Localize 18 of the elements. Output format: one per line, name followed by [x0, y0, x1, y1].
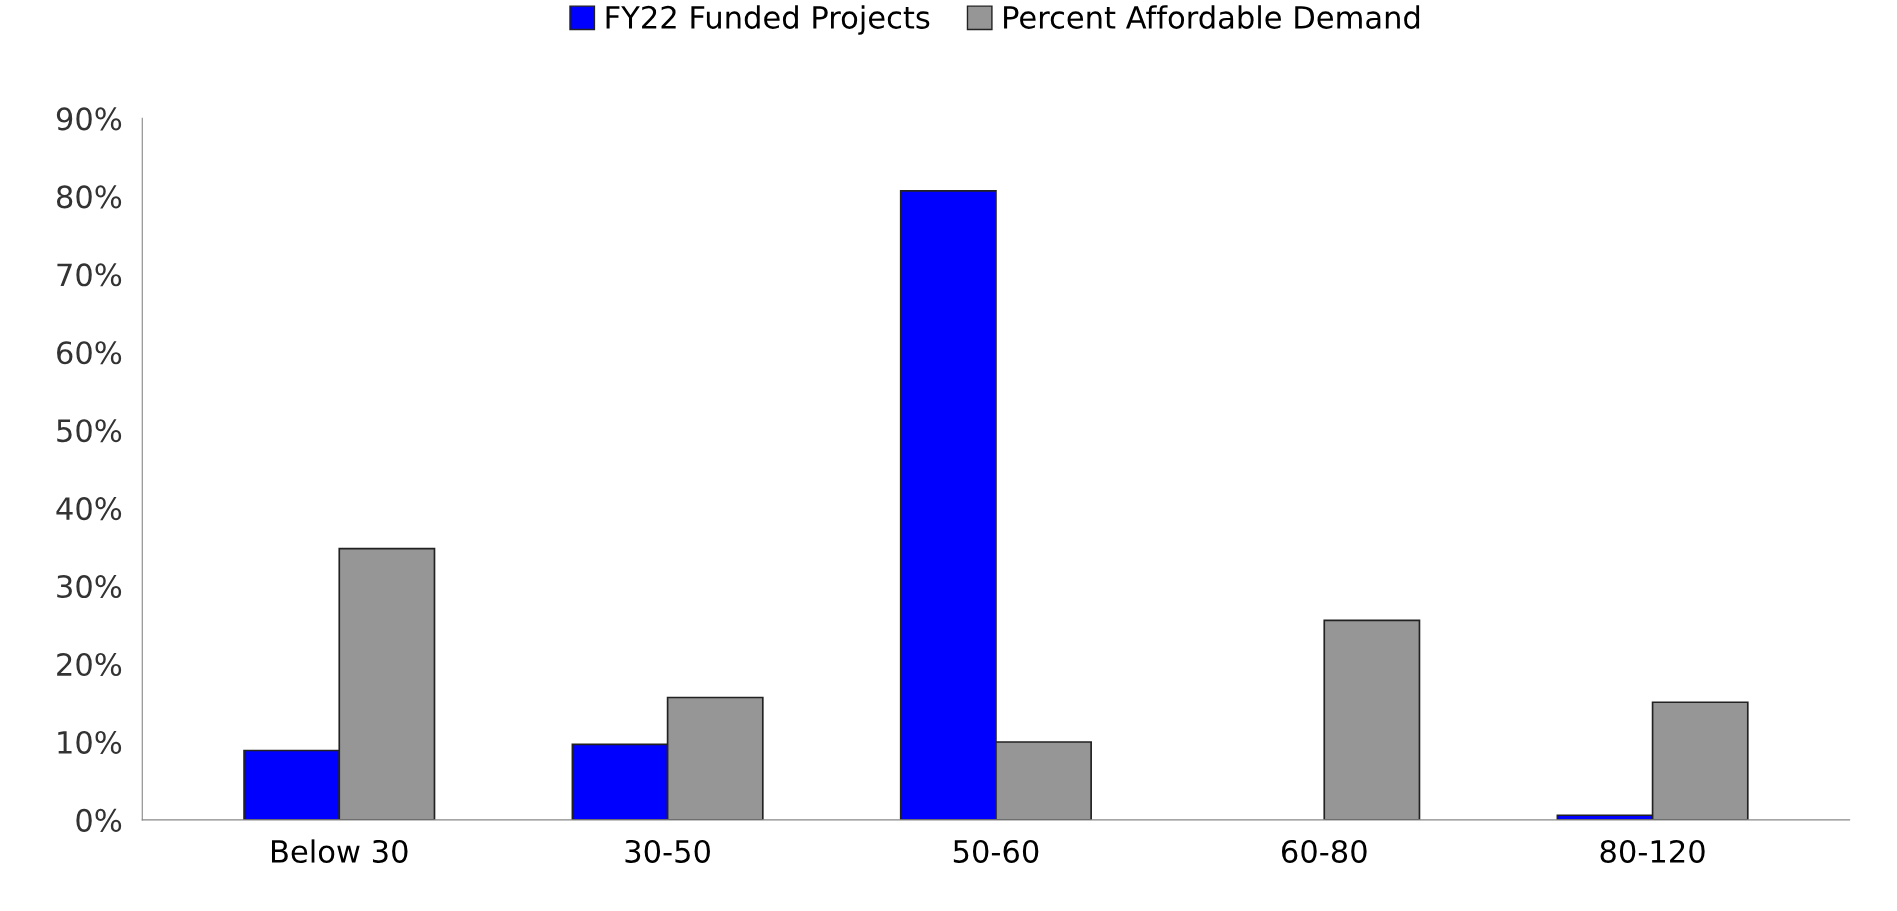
legend-label: Percent Affordable Demand — [1004, 5, 1420, 29]
y-tick-label: 10% — [58, 730, 122, 754]
y-tick-label: 30% — [57, 575, 122, 599]
x-tick-label: 30-50 — [625, 839, 710, 863]
y-tick-label: 0% — [76, 808, 122, 832]
x-tick-label: 50-60 — [953, 839, 1039, 863]
y-tick-label: 80% — [56, 185, 122, 209]
y-tick-label: 50% — [57, 419, 122, 443]
x-tick-label: 60-80 — [1281, 839, 1367, 863]
x-tick-label: Below 30 — [272, 839, 408, 863]
y-tick-label: 40% — [56, 497, 122, 521]
y-tick-label: 90% — [56, 107, 122, 131]
y-tick-label: 60% — [57, 341, 122, 365]
legend-label: FY22 Funded Projects — [606, 5, 930, 35]
bar — [1323, 619, 1421, 820]
x-tick-label: 80-120 — [1600, 839, 1705, 863]
y-tick-label: 20% — [57, 652, 122, 677]
y-tick-label: 70% — [57, 263, 122, 287]
